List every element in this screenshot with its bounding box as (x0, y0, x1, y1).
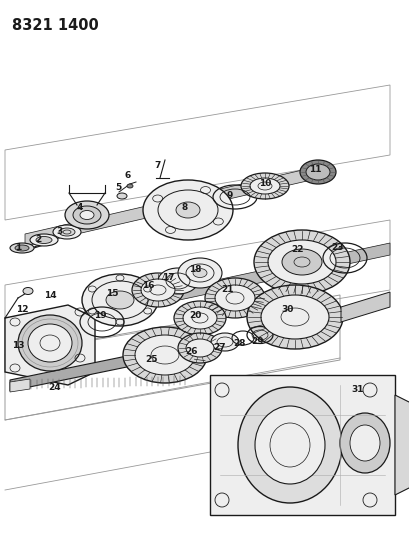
Ellipse shape (249, 178, 279, 194)
Text: 4: 4 (76, 203, 83, 212)
Ellipse shape (254, 406, 324, 484)
Ellipse shape (267, 240, 335, 284)
Ellipse shape (117, 193, 127, 199)
Ellipse shape (135, 335, 195, 375)
Ellipse shape (132, 273, 184, 307)
Text: 13: 13 (12, 341, 24, 350)
Ellipse shape (73, 206, 101, 224)
Ellipse shape (186, 339, 213, 357)
Text: 12: 12 (16, 305, 28, 314)
Polygon shape (25, 166, 319, 246)
Polygon shape (95, 243, 389, 318)
Ellipse shape (305, 164, 329, 180)
Text: 3: 3 (57, 228, 63, 237)
Ellipse shape (204, 278, 264, 318)
Ellipse shape (28, 324, 72, 362)
Text: 26: 26 (185, 348, 198, 357)
Polygon shape (10, 342, 195, 391)
Ellipse shape (339, 413, 389, 473)
Ellipse shape (214, 285, 254, 311)
Text: 24: 24 (49, 384, 61, 392)
Text: 10: 10 (258, 179, 270, 188)
Ellipse shape (349, 425, 379, 461)
Text: 9: 9 (226, 190, 233, 199)
Ellipse shape (80, 211, 94, 220)
Ellipse shape (211, 333, 238, 351)
Ellipse shape (65, 201, 109, 229)
Polygon shape (394, 395, 409, 495)
Ellipse shape (30, 234, 58, 246)
Text: 14: 14 (44, 292, 56, 301)
Text: 21: 21 (221, 286, 234, 295)
Text: 8: 8 (182, 204, 188, 213)
Ellipse shape (82, 274, 157, 326)
Polygon shape (209, 375, 394, 515)
Text: 11: 11 (308, 166, 321, 174)
Text: 19: 19 (94, 311, 106, 319)
Ellipse shape (18, 315, 82, 371)
Text: 31: 31 (351, 385, 363, 394)
Text: 30: 30 (281, 305, 294, 314)
Text: 1: 1 (15, 244, 21, 253)
Ellipse shape (15, 245, 29, 251)
Ellipse shape (59, 228, 75, 236)
Ellipse shape (23, 287, 33, 295)
Text: 18: 18 (188, 265, 201, 274)
Text: 2: 2 (35, 236, 41, 245)
Text: 22: 22 (291, 246, 303, 254)
Text: 6: 6 (125, 171, 131, 180)
Text: 29: 29 (251, 337, 264, 346)
Text: 27: 27 (213, 343, 226, 351)
Text: 20: 20 (189, 311, 201, 319)
Polygon shape (10, 379, 30, 392)
Text: 28: 28 (233, 340, 246, 349)
Text: 17: 17 (161, 273, 174, 282)
Text: 5: 5 (115, 182, 121, 191)
Ellipse shape (106, 291, 134, 309)
Ellipse shape (254, 230, 349, 294)
Ellipse shape (143, 180, 232, 240)
Ellipse shape (10, 243, 34, 253)
Text: 15: 15 (106, 288, 118, 297)
Ellipse shape (178, 333, 221, 363)
Ellipse shape (53, 225, 81, 239)
Text: 7: 7 (155, 160, 161, 169)
Ellipse shape (127, 184, 133, 188)
Text: 25: 25 (145, 356, 158, 365)
Polygon shape (340, 292, 389, 322)
Ellipse shape (175, 202, 200, 218)
Ellipse shape (237, 387, 341, 503)
Text: 8321 1400: 8321 1400 (12, 18, 99, 33)
Ellipse shape (299, 160, 335, 184)
Ellipse shape (141, 279, 175, 301)
Ellipse shape (157, 268, 198, 294)
Ellipse shape (178, 258, 221, 288)
Ellipse shape (182, 307, 216, 329)
Ellipse shape (240, 173, 288, 199)
Ellipse shape (193, 269, 207, 278)
Polygon shape (5, 305, 95, 385)
Ellipse shape (281, 249, 321, 275)
Ellipse shape (261, 295, 328, 339)
Ellipse shape (173, 301, 225, 335)
Ellipse shape (246, 285, 342, 349)
Ellipse shape (36, 237, 52, 244)
Text: 23: 23 (331, 244, 344, 253)
Text: 16: 16 (142, 281, 154, 290)
Ellipse shape (123, 327, 207, 383)
